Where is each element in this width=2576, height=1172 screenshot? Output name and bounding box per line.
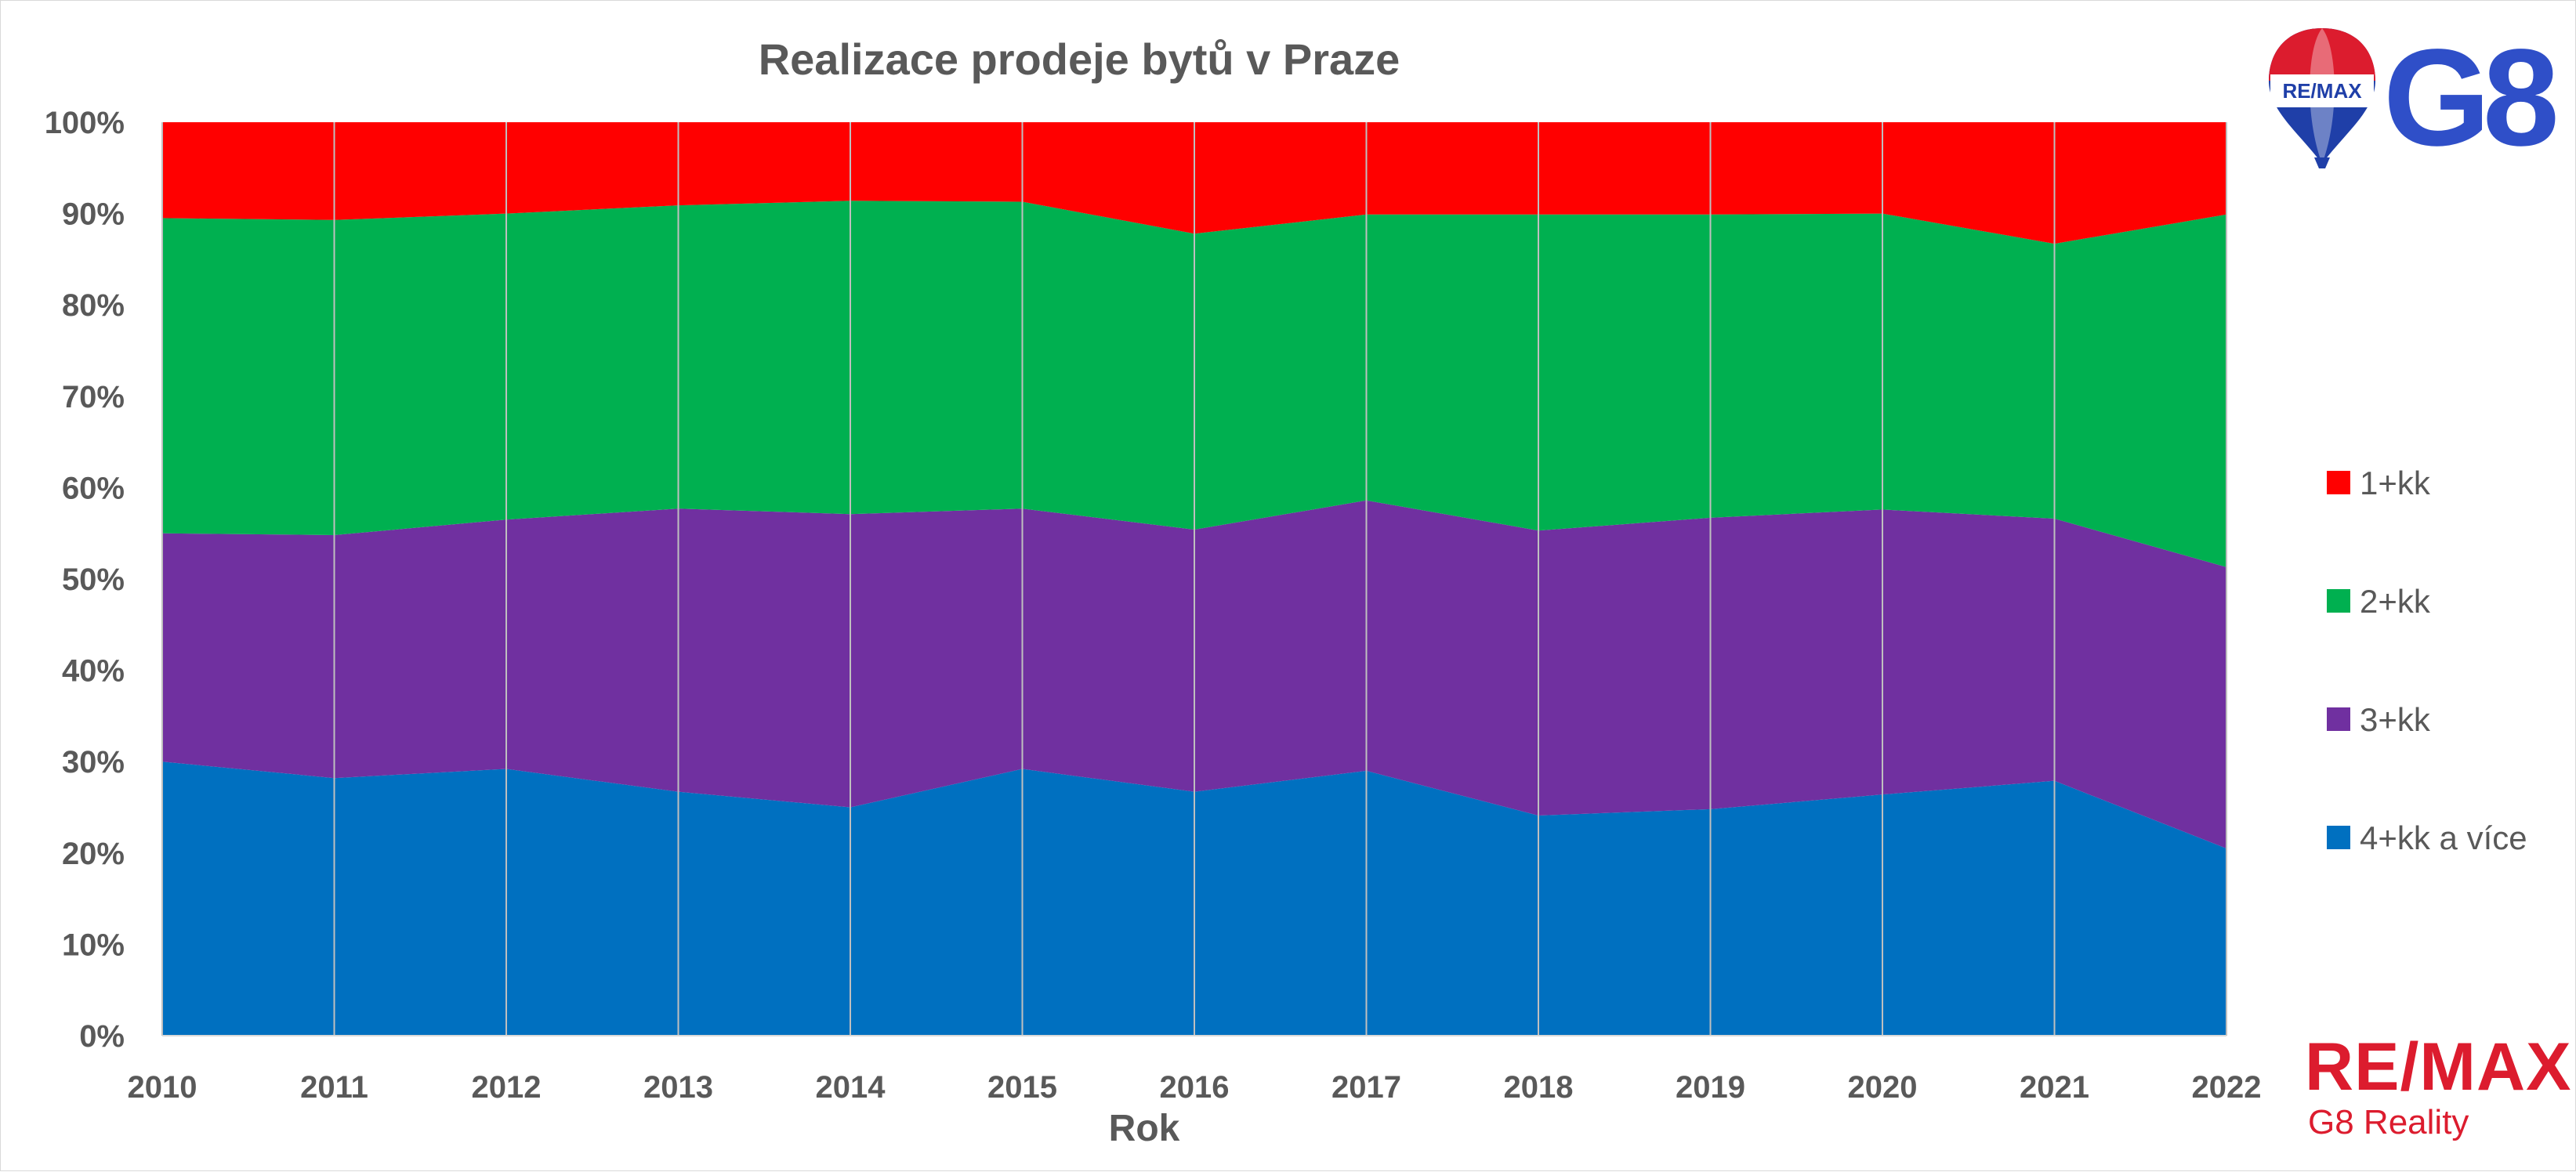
x-tick-label: 2014 bbox=[816, 1070, 886, 1105]
x-tick-label: 2022 bbox=[2192, 1070, 2262, 1105]
g8-logo: G8 bbox=[2383, 21, 2560, 175]
y-tick-label: 10% bbox=[62, 928, 125, 962]
x-tick-label: 2016 bbox=[1160, 1070, 1230, 1105]
x-tick-label: 2012 bbox=[472, 1070, 542, 1105]
x-tick-label: 2018 bbox=[1504, 1070, 1574, 1105]
y-tick-label: 60% bbox=[62, 471, 125, 505]
remax-balloon-icon: RE/MAX bbox=[2269, 28, 2375, 168]
y-tick-label: 50% bbox=[62, 562, 125, 597]
balloon-logo-text: RE/MAX bbox=[2282, 79, 2362, 103]
remax-logo: RE/MAX bbox=[2305, 1029, 2572, 1105]
y-tick-label: 70% bbox=[62, 380, 125, 414]
y-tick-label: 40% bbox=[62, 654, 125, 689]
legend-swatch bbox=[2327, 589, 2350, 613]
chart-title: Realizace prodeje bytů v Praze bbox=[759, 34, 1400, 84]
x-tick-label: 2011 bbox=[300, 1070, 368, 1105]
x-tick-label: 2019 bbox=[1676, 1070, 1745, 1105]
x-axis-title: Rok bbox=[1109, 1108, 1180, 1149]
x-tick-label: 2013 bbox=[643, 1070, 713, 1105]
g8-reality-label: G8 Reality bbox=[2308, 1103, 2469, 1141]
legend-label: 3+kk bbox=[2360, 701, 2431, 738]
x-tick-label: 2017 bbox=[1331, 1070, 1401, 1105]
y-tick-label: 100% bbox=[45, 106, 125, 140]
x-tick-label: 2021 bbox=[2020, 1070, 2089, 1105]
x-tick-label: 2020 bbox=[1848, 1070, 1918, 1105]
x-tick-label: 2010 bbox=[128, 1070, 197, 1105]
y-tick-label: 90% bbox=[62, 197, 125, 232]
legend-swatch bbox=[2327, 826, 2350, 849]
y-tick-label: 0% bbox=[79, 1019, 125, 1054]
y-tick-label: 30% bbox=[62, 745, 125, 780]
legend-label: 4+kk a více bbox=[2360, 819, 2527, 856]
y-tick-label: 20% bbox=[62, 837, 125, 871]
legend-label: 2+kk bbox=[2360, 583, 2431, 620]
legend-swatch bbox=[2327, 471, 2350, 494]
y-tick-label: 80% bbox=[62, 288, 125, 323]
x-tick-label: 2015 bbox=[987, 1070, 1057, 1105]
legend-swatch bbox=[2327, 707, 2350, 731]
legend-label: 1+kk bbox=[2360, 465, 2431, 501]
